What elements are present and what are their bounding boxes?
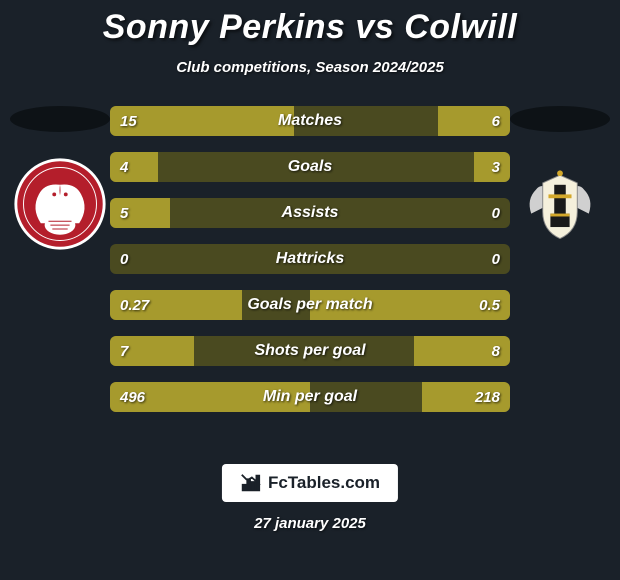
- stat-label: Shots per goal: [110, 336, 510, 366]
- stat-row: 496218Min per goal: [110, 382, 510, 412]
- player2-name: Colwill: [404, 8, 517, 46]
- player1-crest: [12, 156, 108, 252]
- stat-label: Hattricks: [110, 244, 510, 274]
- stat-label: Assists: [110, 198, 510, 228]
- footer-date: 27 january 2025: [0, 515, 620, 532]
- stat-bars: 156Matches 43Goals 50Assists 00Hattricks 0.2…: [110, 106, 510, 428]
- vs-text: vs: [355, 8, 394, 46]
- stat-row: 50Assists: [110, 198, 510, 228]
- stat-row: 43Goals: [110, 152, 510, 182]
- player1-shadow: [10, 106, 110, 132]
- stat-label: Goals: [110, 152, 510, 182]
- player2-shadow: [510, 106, 610, 132]
- stat-label: Matches: [110, 106, 510, 136]
- stat-label: Min per goal: [110, 382, 510, 412]
- stat-row: 78Shots per goal: [110, 336, 510, 366]
- player1-name: Sonny Perkins: [103, 8, 346, 46]
- stat-row: 00Hattricks: [110, 244, 510, 274]
- brand-text: FcTables.com: [268, 473, 380, 493]
- brand-badge: FcTables.com: [222, 464, 398, 502]
- stat-label: Goals per match: [110, 290, 510, 320]
- chart-icon: [240, 472, 262, 494]
- player2-crest: [512, 156, 608, 252]
- stat-row: 156Matches: [110, 106, 510, 136]
- stat-row: 0.270.5Goals per match: [110, 290, 510, 320]
- comparison-title: Sonny Perkins vs Colwill: [0, 0, 620, 47]
- subtitle: Club competitions, Season 2024/2025: [0, 59, 620, 76]
